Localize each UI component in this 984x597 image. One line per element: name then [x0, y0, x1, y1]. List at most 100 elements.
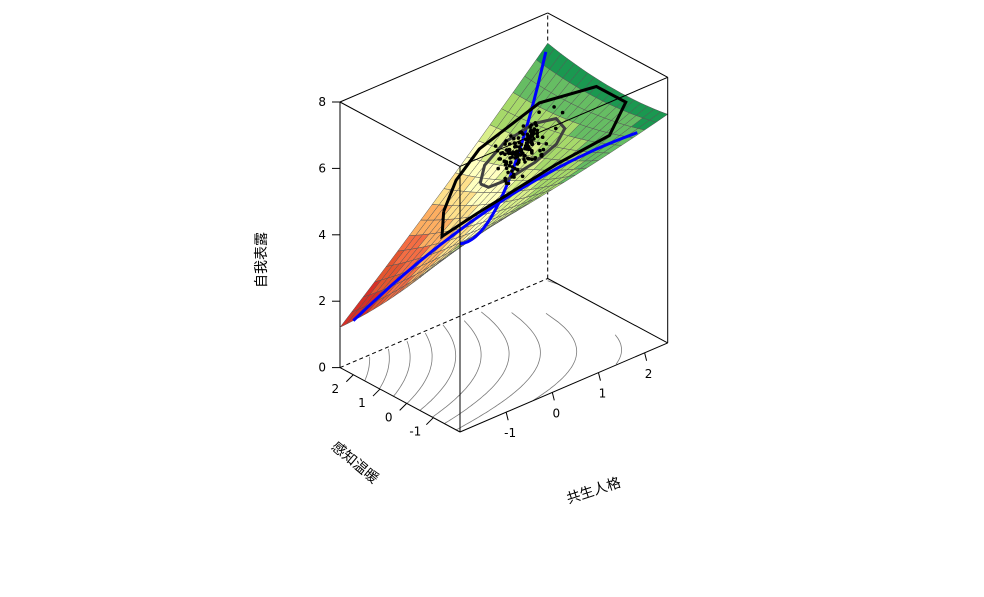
data-point	[554, 126, 558, 131]
data-point	[506, 170, 510, 175]
data-point	[521, 132, 525, 136]
x-tick-label: 0	[552, 406, 560, 420]
data-point	[544, 142, 549, 146]
y-tick-mark	[399, 403, 408, 411]
data-point	[532, 137, 536, 141]
data-point	[504, 148, 509, 152]
floor-contour-line	[455, 312, 541, 431]
data-point	[528, 125, 532, 129]
data-point	[552, 105, 556, 109]
y-tick-mark	[425, 417, 434, 426]
x-tick-mark	[597, 372, 601, 381]
data-point	[496, 166, 501, 171]
data-point	[516, 152, 520, 156]
y-tick-label: -1	[409, 425, 421, 439]
data-point	[516, 160, 521, 164]
z-tick-label: 8	[318, 95, 326, 109]
data-point	[509, 134, 513, 138]
box-edge	[339, 278, 548, 369]
data-point	[520, 174, 525, 179]
data-point	[560, 110, 565, 115]
data-point	[530, 151, 534, 155]
data-point	[504, 139, 508, 143]
z-tick-label: 6	[318, 161, 326, 175]
x-tick-label: -1	[504, 426, 516, 440]
response-surface	[339, 42, 669, 328]
data-point	[540, 135, 545, 139]
data-point	[511, 172, 516, 177]
data-point	[514, 144, 518, 149]
data-point	[535, 134, 540, 139]
bounding-box-back	[339, 12, 668, 433]
data-point	[511, 150, 515, 154]
x-axis-ticks: -1 0 1 2	[504, 352, 653, 440]
floor-contours	[364, 280, 623, 431]
loic-line	[352, 131, 638, 322]
data-point	[509, 160, 513, 165]
data-point	[523, 144, 528, 148]
y-tick-label: 0	[385, 410, 393, 424]
x-axis-title: 共生人格	[565, 475, 623, 508]
data-point	[506, 181, 511, 186]
data-point	[539, 154, 544, 158]
floor-contour-line	[364, 356, 371, 382]
data-point	[510, 155, 514, 159]
data-point	[535, 128, 540, 133]
floor-contour-line	[406, 332, 433, 404]
data-point	[507, 148, 512, 152]
data-point	[497, 157, 501, 161]
data-point	[507, 163, 512, 168]
data-point	[500, 151, 505, 155]
data-point	[510, 169, 514, 173]
floor-contour-line	[393, 341, 411, 397]
floor-contour-line	[614, 334, 623, 365]
data-point	[526, 140, 530, 144]
floor-contour-line	[444, 311, 510, 424]
data-point	[538, 148, 542, 153]
box-edge	[547, 278, 668, 344]
data-point	[503, 142, 507, 146]
data-point	[512, 136, 516, 141]
data-point	[507, 151, 511, 155]
floor-contour-line	[533, 312, 578, 401]
data-point	[522, 157, 526, 162]
floor-contour-line	[432, 320, 482, 418]
data-point	[532, 127, 537, 131]
y-tick-mark	[372, 388, 381, 397]
box-edge	[459, 76, 668, 167]
data-point	[533, 121, 537, 126]
data-point	[537, 110, 541, 114]
floor-contour-line	[419, 324, 457, 411]
data-point	[532, 157, 537, 161]
data-points	[493, 105, 565, 186]
data-point	[516, 136, 521, 140]
data-point	[529, 132, 534, 136]
x-tick-mark	[551, 392, 555, 401]
data-point	[528, 147, 532, 151]
outer-hull	[440, 84, 628, 240]
floor-contour-line	[379, 348, 390, 390]
box-edge	[459, 342, 668, 433]
data-point	[521, 124, 526, 128]
data-point	[519, 149, 524, 154]
bounding-box-front	[339, 76, 669, 433]
box-edge	[547, 12, 668, 78]
data-point	[515, 168, 520, 172]
x-tick-label: 2	[645, 367, 653, 381]
x-tick-mark	[644, 352, 648, 361]
data-point	[530, 142, 534, 147]
data-point	[523, 154, 527, 158]
data-point	[504, 160, 509, 164]
y-tick-mark	[345, 374, 354, 383]
data-point	[503, 176, 508, 181]
box-edge	[339, 101, 461, 167]
data-point	[529, 128, 533, 133]
data-point	[527, 157, 531, 161]
y-axis-ticks: -1 0 1 2	[332, 374, 434, 439]
y-axis-title: 感知温暖	[328, 438, 382, 487]
z-axis-ticks: 0 2 4 6 8	[318, 95, 340, 375]
box-edge	[339, 12, 548, 103]
data-point	[504, 166, 509, 171]
box-edge	[339, 367, 461, 433]
